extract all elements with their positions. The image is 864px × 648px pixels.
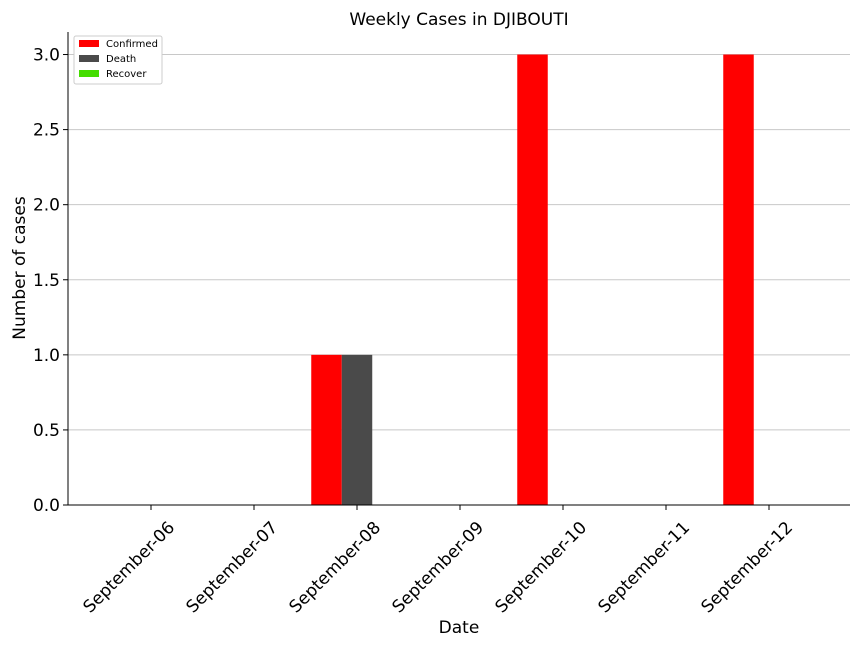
legend-swatch bbox=[79, 40, 99, 47]
x-ticks: September-06 September-07 September-08 Sept… bbox=[80, 505, 797, 617]
y-ticks: 0.0 0.5 1.0 1.5 2.0 2.5 3.0 bbox=[33, 46, 68, 516]
x-tick-label: September-09 bbox=[389, 518, 488, 617]
x-tick-label: September-08 bbox=[286, 518, 385, 617]
bars bbox=[311, 54, 754, 506]
y-tick-label: 1.0 bbox=[33, 346, 60, 366]
chart-title: Weekly Cases in DJIBOUTI bbox=[349, 10, 568, 30]
y-tick-label: 0.5 bbox=[33, 421, 60, 441]
legend-swatch bbox=[79, 55, 99, 62]
y-axis-label: Number of cases bbox=[10, 196, 30, 340]
legend-label: Recover bbox=[106, 69, 147, 80]
legend: Confirmed Death Recover bbox=[73, 35, 163, 85]
axes bbox=[67, 32, 850, 506]
bar-confirmed bbox=[517, 54, 548, 506]
x-tick-label: September-10 bbox=[492, 518, 591, 617]
bar-confirmed bbox=[723, 54, 754, 506]
x-tick-label: September-11 bbox=[595, 518, 694, 617]
y-tick-label: 1.5 bbox=[33, 271, 60, 291]
y-tick-label: 2.0 bbox=[33, 196, 60, 216]
y-tick-label: 3.0 bbox=[33, 46, 60, 66]
grid-lines bbox=[68, 54, 850, 431]
x-tick-label: September-07 bbox=[183, 518, 282, 617]
legend-label: Death bbox=[106, 54, 136, 65]
x-tick-label: September-06 bbox=[80, 518, 179, 617]
y-tick-label: 2.5 bbox=[33, 121, 60, 141]
y-tick-label: 0.0 bbox=[33, 496, 60, 516]
bar-confirmed bbox=[311, 354, 342, 505]
x-tick-label: September-12 bbox=[698, 518, 797, 617]
legend-swatch bbox=[79, 70, 99, 77]
legend-label: Confirmed bbox=[106, 39, 158, 50]
bar-death bbox=[341, 354, 373, 505]
x-axis-label: Date bbox=[439, 618, 480, 638]
